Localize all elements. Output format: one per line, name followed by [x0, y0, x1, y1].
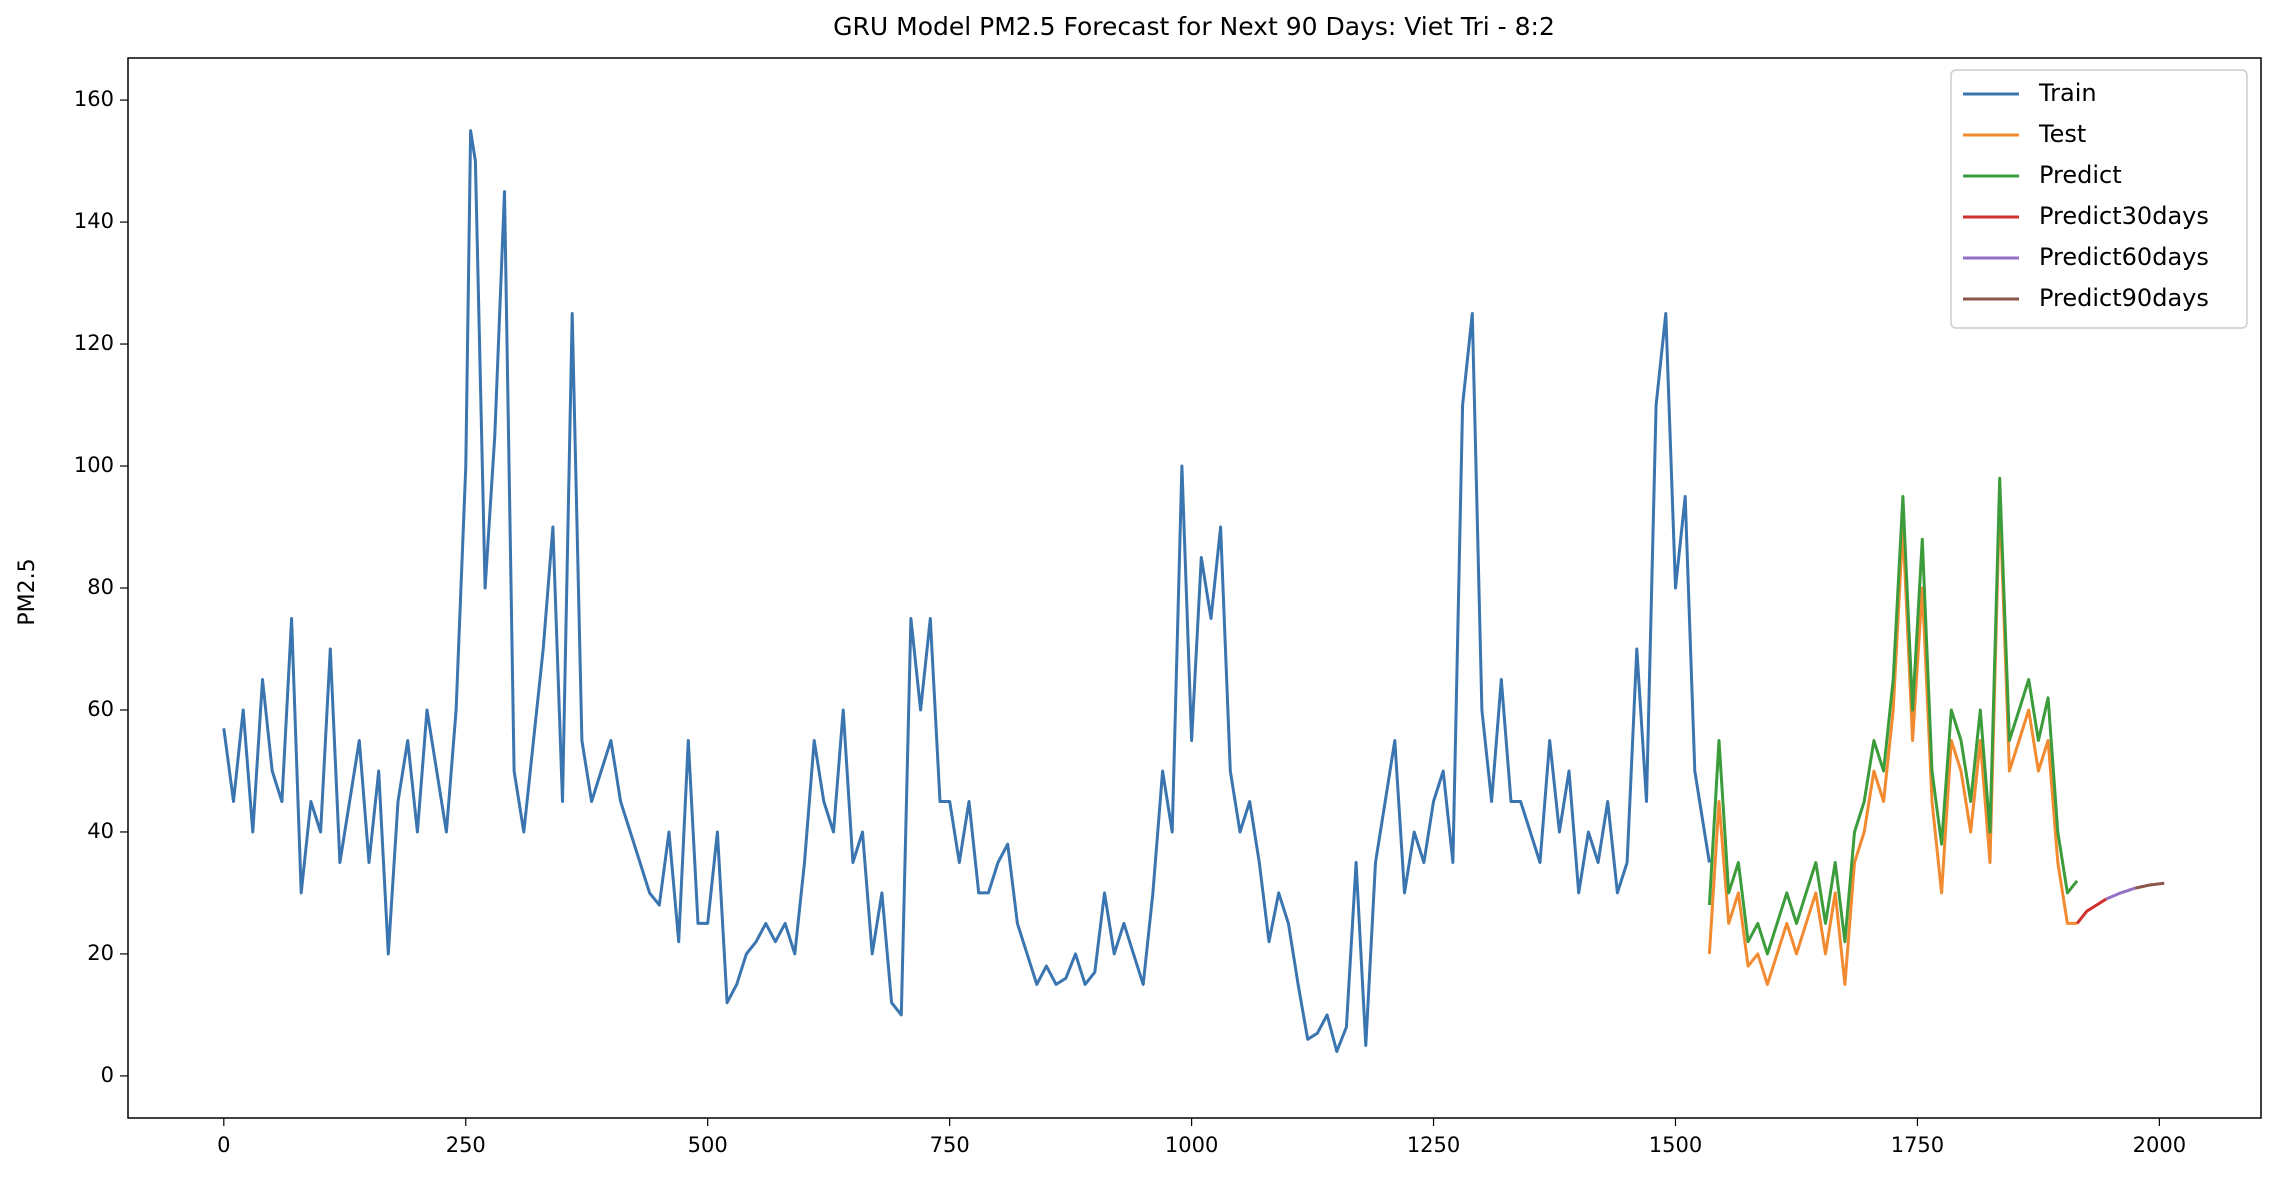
y-tick-label: 60 — [87, 697, 114, 721]
series-line — [2134, 881, 2165, 890]
legend-label: Predict30days — [2039, 202, 2209, 230]
series-line — [2075, 897, 2107, 925]
y-axis-label: PM2.5 — [15, 558, 40, 625]
y-tick-label: 160 — [74, 87, 114, 111]
chart-title: GRU Model PM2.5 Forecast for Next 90 Day… — [833, 12, 1555, 41]
x-tick-label: 250 — [446, 1133, 486, 1157]
x-tick-label: 1000 — [1165, 1133, 1218, 1157]
series-line — [1707, 495, 2078, 986]
x-tick-label: 1250 — [1407, 1133, 1460, 1157]
y-tick-label: 0 — [101, 1063, 114, 1087]
legend-box — [1950, 69, 2248, 329]
legend-label: Predict — [2039, 161, 2122, 189]
legend-label: Predict60days — [2039, 243, 2209, 271]
series-line — [2105, 886, 2136, 901]
y-tick-label: 140 — [74, 209, 114, 233]
y-tick-label: 100 — [74, 453, 114, 477]
x-tick-label: 1500 — [1649, 1133, 1702, 1157]
x-tick-label: 0 — [217, 1133, 230, 1157]
series-line — [222, 129, 1711, 1053]
y-tick-label: 40 — [87, 819, 114, 843]
x-tick-label: 750 — [930, 1133, 970, 1157]
x-tick-label: 500 — [688, 1133, 728, 1157]
y-tick-label: 20 — [87, 941, 114, 965]
legend-label: Test — [2038, 120, 2086, 148]
x-tick-label: 2000 — [2133, 1133, 2186, 1157]
legend-label: Train — [2038, 79, 2097, 107]
y-tick-label: 80 — [87, 575, 114, 599]
x-tick-label: 1750 — [1891, 1133, 1944, 1157]
plot-frame — [127, 57, 2262, 1119]
series-line — [1707, 476, 2079, 956]
legend-label: Predict90days — [2039, 284, 2209, 312]
y-tick-label: 120 — [74, 331, 114, 355]
